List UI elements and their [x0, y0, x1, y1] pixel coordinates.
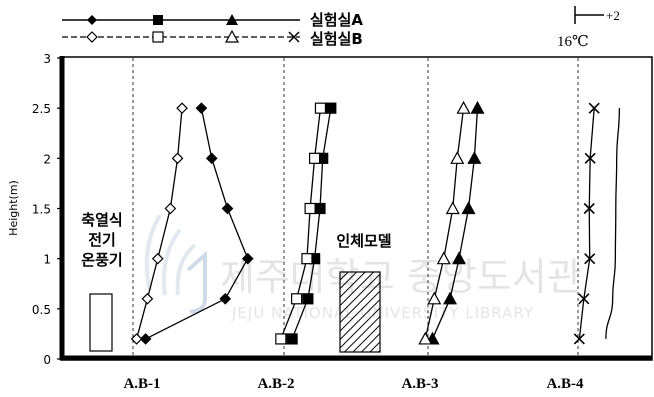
- scale-key-label: +2: [606, 8, 620, 23]
- scale-key-base: 16℃: [557, 34, 589, 50]
- heater-label-line3: 온풍기: [81, 251, 122, 269]
- station-label: A.B-4: [546, 376, 584, 392]
- series-a-b-2-square-open: [275, 102, 327, 345]
- series-a-b-4-x: [573, 102, 600, 345]
- series-a-b-1-diamond-filled: [139, 102, 254, 345]
- data-point-triangle-open: [450, 151, 465, 164]
- data-point-triangle-filled: [443, 291, 458, 305]
- data-point-triangle-filled: [467, 151, 482, 164]
- data-point-diamond-filled: [219, 292, 232, 305]
- y-tick-label: 0.5: [32, 303, 51, 317]
- data-point-diamond-filled: [221, 202, 234, 215]
- data-point-diamond-open: [171, 152, 184, 165]
- data-point-square-filled: [325, 102, 337, 114]
- x-axis: A.B-1 A.B-2 A.B-3 A.B-4: [123, 376, 584, 392]
- scale-key: +2 16℃: [557, 6, 620, 50]
- data-point-x: [578, 293, 590, 305]
- series-line: [291, 108, 332, 340]
- series-layer: [130, 100, 621, 345]
- heater-label-line1: 축열식: [81, 211, 122, 229]
- heater-label-line2: 전기: [88, 231, 116, 249]
- data-point-x: [573, 333, 585, 345]
- data-point-diamond-filled: [205, 152, 218, 165]
- series-line: [605, 108, 621, 339]
- heater-annotation: 축열식 전기 온풍기: [81, 211, 123, 352]
- watermark-english: JEJU NATIONAL UNIVERSITY LIBRARY: [231, 304, 534, 322]
- data-point-square-filled: [302, 293, 314, 305]
- data-point-diamond-open: [151, 252, 164, 265]
- data-point-triangle-filled: [470, 100, 485, 114]
- data-point-square-open: [309, 152, 321, 164]
- series-line: [145, 108, 249, 340]
- y-axis: 0 0.5 1 1.5 2 2.5 3: [32, 52, 64, 367]
- y-tick-label: 2: [43, 152, 51, 166]
- heater-box: [89, 293, 113, 352]
- series-line: [424, 108, 465, 340]
- data-point-diamond-filled: [195, 102, 208, 115]
- series-line: [431, 108, 479, 340]
- legend-label-a: 실험실A: [310, 11, 363, 29]
- legend-square-filled: [153, 15, 163, 25]
- legend-square-open: [152, 31, 164, 43]
- data-point-diamond-filled: [241, 252, 254, 265]
- data-point-triangle-open: [456, 100, 471, 114]
- series-line: [280, 108, 322, 340]
- mannequin-annotation: 인체모델: [336, 232, 392, 353]
- y-tick-label: 3: [43, 52, 51, 66]
- data-point-diamond-filled: [139, 333, 152, 345]
- y-tick-label: 0: [43, 353, 51, 367]
- series-a-b-3-triangle-filled: [425, 100, 485, 345]
- data-point-square-filled: [314, 202, 326, 215]
- legend-x-marker: [288, 31, 300, 43]
- reference-lines: [132, 58, 579, 357]
- series-a-b-4-none: [605, 108, 621, 339]
- series-a-b-3-triangle-open: [418, 100, 471, 345]
- watermark-logo: [144, 214, 207, 314]
- legend-triangle-filled: [226, 14, 238, 25]
- station-label: A.B-1: [123, 376, 160, 392]
- data-point-diamond-open: [130, 333, 143, 345]
- data-point-triangle-filled: [461, 201, 476, 215]
- legend-diamond-open: [86, 31, 98, 43]
- data-point-square-filled: [286, 333, 298, 345]
- watermark-korean: 제주대학교 중앙도서관: [220, 255, 582, 299]
- data-point-square-open: [275, 333, 287, 345]
- data-point-diamond-open: [141, 292, 154, 305]
- series-a-b-1-diamond-open: [130, 102, 188, 345]
- y-tick-label: 2.5: [32, 102, 51, 116]
- data-point-triangle-filled: [452, 251, 467, 265]
- data-point-triangle-open: [418, 331, 433, 345]
- legend-label-b: 실험실B: [310, 30, 363, 48]
- y-tick-label: 1: [43, 253, 51, 267]
- data-point-square-open: [291, 293, 303, 305]
- data-point-diamond-open: [164, 202, 177, 215]
- data-point-square-open: [301, 253, 313, 265]
- data-point-square-open: [304, 202, 316, 215]
- data-point-diamond-open: [176, 102, 188, 115]
- legend-diamond-filled: [87, 15, 97, 25]
- station-label: A.B-3: [401, 376, 438, 392]
- series-line: [578, 108, 595, 340]
- legend: 실험실A 실험실B: [62, 11, 363, 48]
- y-tick-label: 1.5: [32, 203, 51, 217]
- data-point-square-open: [314, 102, 327, 114]
- data-point-x: [584, 152, 596, 164]
- library-watermark: 제주대학교 중앙도서관 JEJU NATIONAL UNIVERSITY LIB…: [144, 214, 582, 322]
- data-point-triangle-open: [436, 251, 451, 265]
- data-point-x: [584, 253, 596, 265]
- mannequin-box: [339, 271, 381, 353]
- mannequin-label: 인체모델: [336, 232, 391, 250]
- station-label: A.B-2: [257, 376, 294, 392]
- legend-triangle-open: [224, 29, 240, 43]
- series-line: [135, 108, 183, 340]
- data-point-x: [583, 202, 595, 215]
- y-axis-label: Height(m): [7, 180, 20, 236]
- data-point-triangle-open: [445, 201, 460, 215]
- data-point-x: [588, 102, 600, 114]
- data-point-triangle-open: [427, 291, 442, 305]
